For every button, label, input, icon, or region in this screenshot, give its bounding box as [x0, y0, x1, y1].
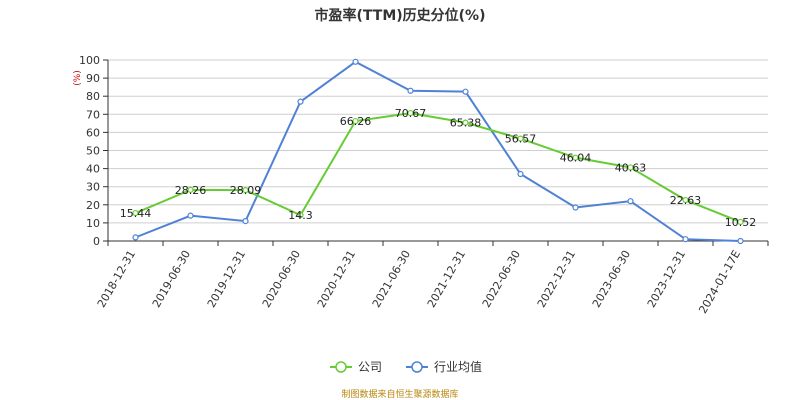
x-tick-label: 2020-12-31 — [315, 248, 358, 310]
data-point — [737, 218, 744, 226]
data-point — [462, 88, 469, 95]
x-axis-ticks: 2018-12-31 2019-06-30 2019-12-31 2020-06-30… — [95, 241, 769, 316]
y-tick-label: 30 — [86, 181, 100, 194]
source-note: 制图数据来自恒生聚源数据库 — [341, 388, 458, 400]
y-tick-label: 40 — [86, 163, 100, 176]
data-label: 28.09 — [230, 184, 262, 197]
y-axis-unit: (%) — [73, 70, 83, 86]
y-tick-label: 70 — [86, 108, 100, 121]
chart-title: 市盈率(TTM)历史分位(%) — [315, 7, 486, 24]
data-point — [352, 58, 359, 65]
data-label: 10.52 — [725, 216, 757, 229]
data-labels: 15.44 28.26 28.09 14.3 66.26 70.67 65.38 56.57 4… — [120, 107, 757, 229]
data-point — [242, 217, 249, 225]
data-point — [352, 117, 359, 125]
data-label: 22.63 — [670, 194, 702, 207]
data-point — [572, 154, 579, 161]
data-label: 70.67 — [395, 107, 427, 120]
series-line — [135, 60, 741, 242]
x-tick-label: 2023-12-31 — [645, 248, 688, 310]
y-tick-label: 10 — [86, 217, 100, 230]
y-tick-label: 0 — [93, 235, 100, 248]
data-label: 28.26 — [175, 184, 207, 197]
x-tick-label: 2018-12-31 — [95, 248, 138, 310]
data-label: 56.57 — [505, 133, 537, 146]
data-point — [297, 98, 304, 105]
data-point — [572, 204, 579, 211]
data-point — [517, 170, 524, 178]
data-point — [187, 186, 194, 193]
data-label: 15.44 — [120, 207, 152, 220]
x-tick-label: 2019-12-31 — [205, 248, 248, 310]
data-point — [682, 236, 689, 243]
y-tick-label: 100 — [79, 54, 100, 67]
x-tick-label: 2021-06-30 — [370, 248, 413, 310]
data-point — [737, 237, 744, 245]
data-label: 14.3 — [288, 209, 313, 222]
legend-marker-icon — [411, 361, 423, 373]
data-point — [132, 209, 139, 217]
legend[interactable]: 公司 行业均值 — [330, 359, 482, 374]
legend-label: 行业均值 — [434, 359, 482, 374]
legend-label: 公司 — [358, 360, 382, 374]
x-tick-label: 2022-06-30 — [480, 248, 523, 310]
data-point — [682, 196, 689, 204]
data-point — [407, 109, 414, 117]
y-axis-ticks: 0 10 20 30 40 50 60 70 80 90 100 — [79, 54, 108, 248]
data-point — [627, 198, 634, 205]
series-line — [135, 112, 741, 223]
data-label: 40.63 — [615, 161, 647, 174]
legend-item[interactable]: 行业均值 — [406, 359, 482, 374]
data-point — [627, 164, 634, 171]
legend-item[interactable]: 公司 — [330, 360, 382, 374]
data-point — [132, 234, 139, 241]
data-point — [187, 212, 194, 219]
x-tick-label: 2021-12-31 — [425, 248, 468, 310]
x-tick-label: 2019-06-30 — [150, 248, 193, 310]
data-point — [462, 119, 469, 126]
series-layer — [132, 58, 744, 245]
y-tick-label: 90 — [86, 72, 100, 85]
data-point — [407, 87, 414, 94]
y-tick-label: 20 — [86, 199, 100, 212]
y-tick-label: 60 — [86, 126, 100, 139]
grid-lines — [108, 59, 768, 242]
x-tick-label: 2024-01-17E — [696, 248, 743, 316]
legend-marker-icon — [335, 361, 347, 373]
x-tick-label: 2022-12-31 — [535, 248, 578, 310]
data-point — [297, 212, 304, 219]
data-label: 66.26 — [340, 115, 372, 128]
data-point — [517, 135, 524, 142]
data-label: 46.04 — [560, 152, 592, 165]
x-tick-label: 2023-06-30 — [590, 248, 633, 310]
x-tick-label: 2020-06-30 — [260, 248, 303, 310]
y-tick-label: 80 — [86, 90, 100, 103]
data-point — [242, 187, 249, 194]
data-label: 65.38 — [450, 117, 482, 130]
y-tick-label: 50 — [86, 145, 100, 158]
